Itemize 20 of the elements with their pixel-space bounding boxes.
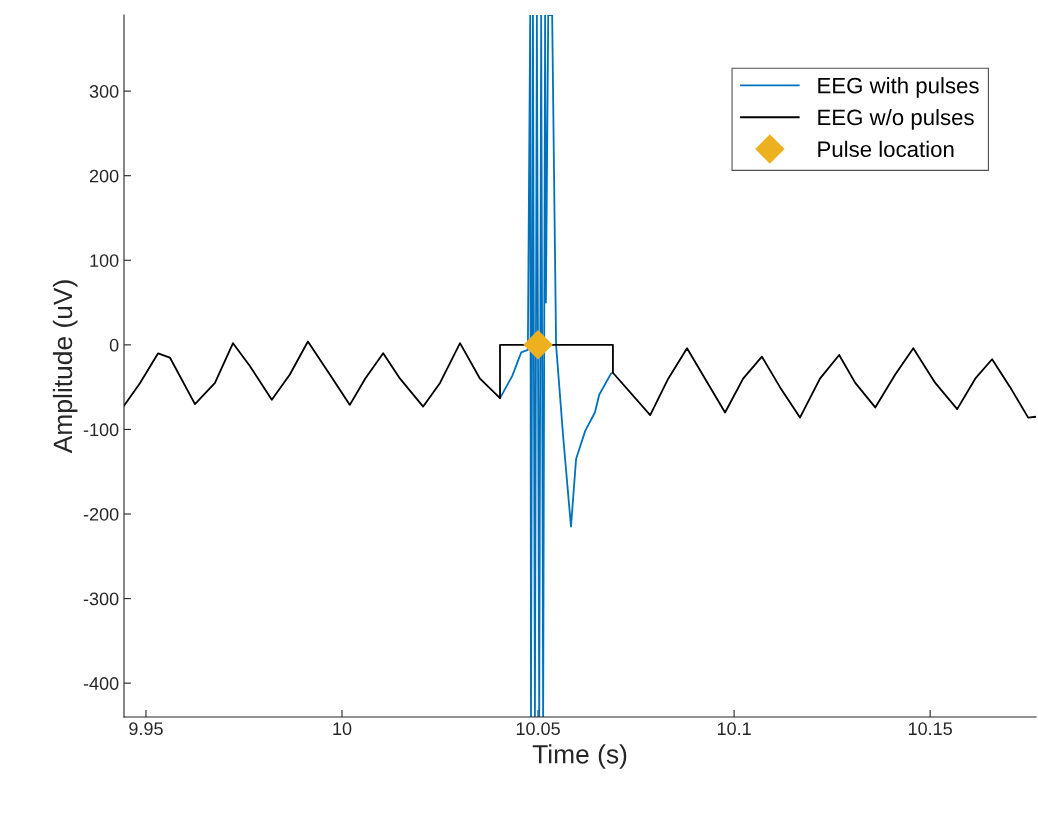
x-tick-label: 10.15: [908, 722, 952, 736]
y-tick-label: -400: [83, 677, 119, 690]
legend-label: Pulse location: [818, 140, 954, 158]
x-tick-label: 10: [333, 722, 352, 736]
y-tick-label: -200: [83, 507, 119, 521]
y-tick-label: 100: [90, 254, 119, 267]
x-tick-label: 9.95: [129, 722, 163, 736]
line-series: [499, 15, 614, 717]
x-tick-label: 10.1: [717, 722, 751, 736]
x-tick-label: 10.05: [516, 722, 560, 736]
x-axis-title: Time (s): [532, 744, 627, 769]
y-axis-title: Amplitude (uV): [52, 280, 78, 454]
legend-label: EEG w/o pulses: [818, 108, 974, 130]
y-tick-label: 0: [109, 338, 119, 352]
line-series: [124, 340, 1036, 419]
y-tick-label: 200: [89, 169, 119, 183]
legend-label: EEG with pulses: [818, 77, 979, 98]
y-tick-label: -100: [83, 423, 119, 437]
y-tick-label: -300: [83, 592, 119, 606]
y-tick-label: 300: [89, 85, 119, 98]
